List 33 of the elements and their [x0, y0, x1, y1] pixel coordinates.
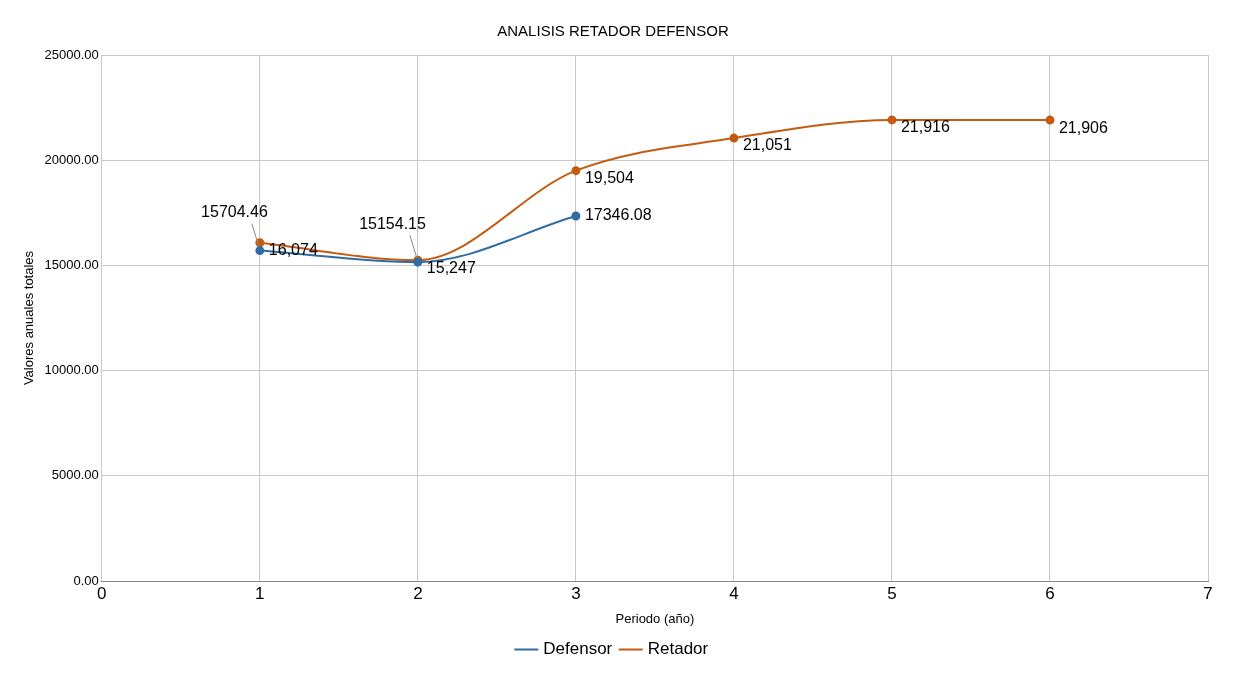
- y-tick-label: 10000.00: [44, 362, 99, 378]
- point: [571, 211, 581, 221]
- x-tick-label: 0: [97, 583, 107, 603]
- y-tick-label: 0.00: [73, 572, 99, 588]
- x-tick-label: 4: [729, 583, 739, 603]
- data-label: 17346.08: [584, 206, 652, 224]
- x-tick-label: 3: [571, 583, 581, 603]
- x-tick-label: 1: [255, 583, 265, 603]
- data-label: 19,504: [584, 169, 634, 187]
- point: [571, 166, 581, 176]
- point: [729, 133, 739, 143]
- chart-title: ANALISIS RETADOR DEFENSOR: [497, 22, 729, 40]
- data-label: 21,906: [1058, 118, 1109, 136]
- legend-label: Defensor: [543, 639, 613, 659]
- y-tick-label: 5000.00: [51, 467, 99, 483]
- x-tick-label: 5: [887, 583, 897, 603]
- legend-label: Retador: [647, 639, 709, 659]
- point: [1045, 115, 1055, 125]
- x-tick-label: 6: [1045, 583, 1055, 603]
- x-tick-label: 2: [413, 583, 423, 603]
- point: [887, 115, 897, 125]
- data-label: 15704.46: [201, 202, 268, 220]
- data-label: 21,051: [742, 136, 792, 154]
- data-label: 15,247: [426, 258, 476, 276]
- y-axis-title: Valores anuales totales: [21, 250, 37, 386]
- x-axis-title: Periodo (año): [615, 610, 695, 626]
- y-tick-label: 15000.00: [44, 256, 99, 272]
- y-tick-label: 25000.00: [44, 46, 99, 62]
- x-tick-label: 7: [1203, 583, 1213, 603]
- data-label: 15154.15: [359, 214, 426, 232]
- point: [255, 246, 265, 256]
- data-label: 21,916: [900, 118, 950, 136]
- y-tick-label: 20000.00: [44, 151, 99, 167]
